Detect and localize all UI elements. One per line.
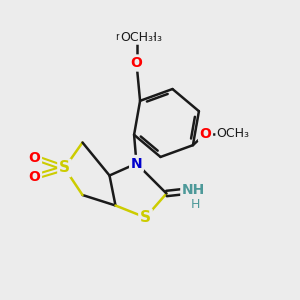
- Text: O: O: [200, 127, 211, 140]
- Text: H: H: [190, 197, 200, 211]
- Text: NH: NH: [182, 184, 205, 197]
- Text: O: O: [28, 151, 40, 164]
- Text: methoxy: methoxy: [115, 32, 158, 43]
- Text: S: S: [59, 160, 70, 175]
- Text: N: N: [131, 157, 142, 170]
- Text: OCH₃: OCH₃: [120, 31, 153, 44]
- Text: OCH₃: OCH₃: [216, 127, 249, 140]
- Text: S: S: [140, 210, 151, 225]
- Text: OCH₃: OCH₃: [129, 31, 162, 44]
- Text: O: O: [130, 56, 142, 70]
- Text: O: O: [28, 170, 40, 184]
